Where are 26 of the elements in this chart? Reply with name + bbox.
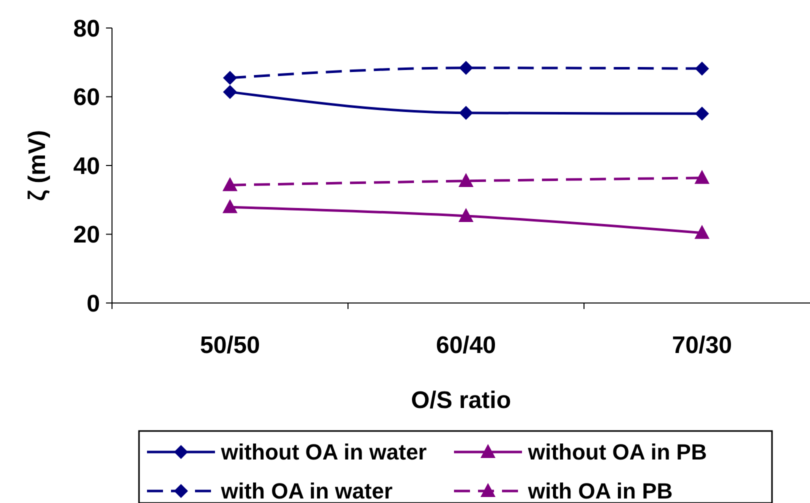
x-tick-label: 60/40 xyxy=(436,332,496,359)
point xyxy=(223,84,237,99)
point xyxy=(458,172,474,187)
y-tick-label: 20 xyxy=(73,222,100,249)
x-tick-label: 70/30 xyxy=(672,332,732,359)
y-tick-label: 40 xyxy=(73,152,100,180)
legend-label: with OA in water xyxy=(220,478,393,503)
legend-label: with OA in PB xyxy=(527,478,673,503)
y-tick-label: 80 xyxy=(73,15,100,42)
legend-label: without OA in PB xyxy=(527,440,707,465)
x-axis-title: O/S ratio xyxy=(410,387,512,414)
point xyxy=(694,224,710,239)
point xyxy=(458,208,474,222)
point xyxy=(222,199,238,214)
x-tick-label: 50/50 xyxy=(200,332,260,359)
y-axis-title: ζ (mV) xyxy=(24,130,51,202)
point xyxy=(695,62,709,76)
point xyxy=(695,106,709,121)
y-tick-label: 0 xyxy=(86,290,100,318)
point xyxy=(459,106,473,120)
point xyxy=(694,170,710,184)
point xyxy=(223,70,237,85)
point xyxy=(459,60,473,75)
point xyxy=(222,177,238,192)
y-tick-label: 60 xyxy=(73,84,100,112)
legend-label: without OA in water xyxy=(220,440,428,465)
